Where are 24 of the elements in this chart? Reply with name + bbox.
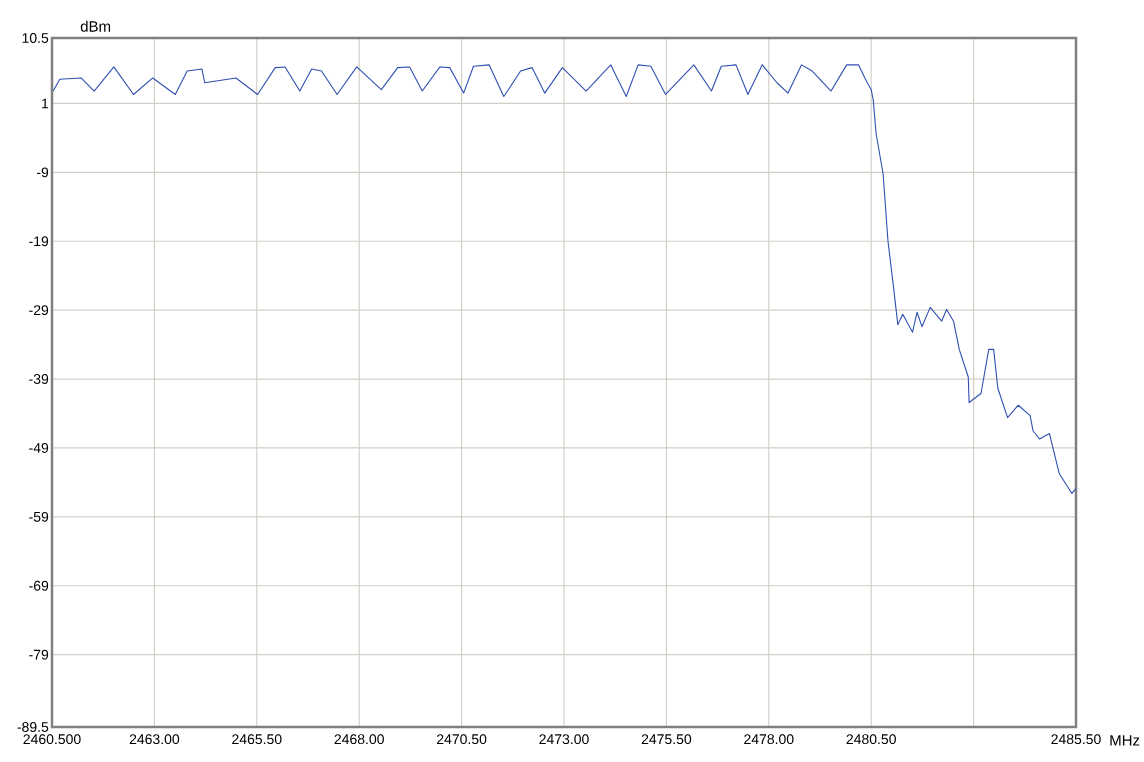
x-tick-label: 2465.50 [232,734,282,745]
x-tick-label: 2463.00 [129,734,180,745]
x-axis-title: MHz [1110,735,1140,746]
y-tick-label: -89.5 [17,722,49,732]
y-tick-label: -49 [29,442,49,453]
x-tick-label: 2485.50 [1051,734,1101,745]
y-tick-label: -59 [29,511,49,522]
x-tick-label: 2480.50 [846,734,896,745]
y-tick-label: -29 [29,305,49,316]
y-axis-title: dBm [80,20,111,32]
y-tick-label: -19 [29,236,49,247]
x-tick-label: 2478.00 [744,734,794,745]
y-tick-label: -9 [36,167,49,178]
y-tick-label: 10.5 [22,33,49,43]
line-series [52,64,1076,494]
x-tick-label: 2473.00 [539,734,589,745]
y-tick-label: -39 [29,374,49,385]
y-tick-label: -69 [29,580,49,591]
x-tick-label: 2468.00 [334,734,384,745]
y-tick-label: 1 [42,98,49,109]
y-tick-label: -79 [29,649,49,660]
x-tick-label: 2470.50 [437,734,487,745]
x-tick-label: 2460.500 [23,734,81,745]
x-tick-label: 2475.50 [641,734,692,745]
